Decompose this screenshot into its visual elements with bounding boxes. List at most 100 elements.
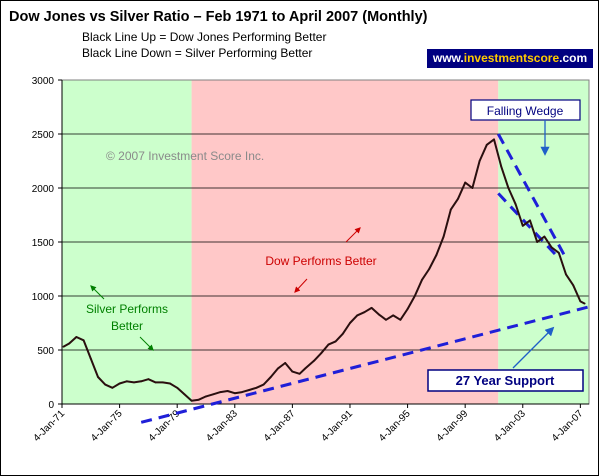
data-point — [550, 246, 553, 249]
x-tick-label: 4-Jan-75 — [89, 408, 125, 444]
data-point — [413, 295, 416, 297]
silver-arrow-up — [90, 285, 105, 300]
trend-line-0 — [140, 305, 590, 424]
data-point — [133, 381, 135, 384]
dow-arrow-up — [345, 227, 361, 243]
data-point — [363, 311, 366, 314]
data-point — [320, 352, 323, 355]
x-tick-label: 4-Jan-07 — [550, 408, 586, 444]
data-point — [241, 391, 243, 394]
data-point — [349, 322, 351, 324]
data-point — [197, 398, 200, 401]
x-tick-label: 4-Jan-03 — [492, 408, 528, 444]
trend-line-2 — [497, 192, 557, 256]
data-point — [82, 339, 85, 342]
y-tick-label: 0 — [48, 400, 54, 411]
data-point — [406, 308, 409, 310]
x-tick-label: 4-Jan-91 — [319, 408, 355, 444]
support-box — [427, 369, 584, 392]
data-point — [428, 268, 431, 270]
support-label: 27 Year Support — [456, 373, 555, 388]
data-point — [97, 376, 99, 378]
brand-url-badge[interactable]: www.investmentscore.com — [427, 49, 593, 68]
x-tick-label: 4-Jan-99 — [435, 408, 471, 444]
x-tick-label: 4-Jan-95 — [377, 408, 413, 444]
data-point — [269, 376, 272, 378]
data-point — [392, 314, 395, 317]
copyright-watermark: © 2007 Investment Score Inc. — [106, 149, 264, 163]
data-point — [377, 313, 380, 316]
data-point — [334, 340, 337, 343]
support-pointer — [512, 326, 555, 369]
data-point — [583, 302, 586, 305]
y-tick-label: 3000 — [32, 76, 55, 87]
data-point — [514, 203, 517, 206]
data-point — [255, 386, 258, 389]
data-point — [140, 380, 143, 383]
data-point — [298, 372, 301, 375]
data-point — [147, 378, 150, 381]
data-point — [507, 187, 510, 189]
chart-title: Dow Jones vs Silver Ratio – Feb 1971 to … — [9, 9, 428, 25]
data-point — [500, 165, 503, 168]
dow-zone-label: Dow Performs Better — [265, 254, 376, 268]
data-point — [457, 197, 459, 200]
data-point — [62, 345, 65, 348]
data-point — [341, 332, 344, 335]
data-point — [464, 181, 467, 184]
falling-wedge-box — [470, 99, 581, 121]
data-point — [169, 382, 171, 385]
data-point — [399, 318, 402, 321]
data-point — [313, 359, 315, 362]
data-point — [370, 306, 373, 309]
brand-prefix: www. — [432, 51, 464, 65]
data-point — [421, 278, 423, 281]
data-point — [161, 381, 164, 384]
data-point — [543, 235, 546, 238]
data-point — [557, 251, 560, 254]
data-point — [291, 370, 294, 373]
data-point — [536, 241, 539, 243]
x-tick-label: 4-Jan-83 — [204, 408, 240, 444]
data-point — [565, 273, 567, 276]
data-point — [385, 318, 387, 321]
data-point — [471, 187, 474, 189]
data-point — [579, 300, 582, 303]
data-point — [356, 314, 359, 317]
data-point — [104, 383, 107, 386]
silver-zone-label-line2: Better — [111, 319, 143, 333]
data-point — [118, 382, 121, 385]
data-point — [529, 219, 531, 222]
data-point — [183, 393, 186, 396]
data-point — [75, 336, 78, 338]
chart-subtitle-2: Black Line Down = Silver Performing Bett… — [82, 46, 313, 60]
data-point — [284, 362, 287, 364]
y-tick-label: 1000 — [32, 292, 55, 303]
trend-line-1 — [496, 133, 568, 259]
data-point — [572, 284, 575, 287]
data-point — [219, 391, 222, 394]
data-point — [442, 235, 445, 238]
falling-wedge-label: Falling Wedge — [487, 104, 564, 118]
x-tick-label: 4-Jan-71 — [31, 408, 67, 444]
data-point — [478, 160, 481, 162]
data-point — [521, 224, 524, 227]
data-point — [226, 390, 229, 392]
y-tick-label: 500 — [37, 346, 54, 357]
data-point — [493, 138, 495, 141]
silver-arrow-down — [139, 336, 154, 351]
data-point — [233, 392, 236, 395]
data-point — [248, 389, 251, 391]
brand-suffix: .com — [559, 51, 588, 65]
x-tick-label: 4-Jan-87 — [262, 408, 298, 444]
data-point — [111, 386, 114, 389]
data-point — [154, 381, 157, 384]
series-line — [62, 138, 586, 402]
data-point — [485, 143, 488, 146]
data-point — [327, 343, 330, 346]
data-point — [262, 383, 265, 386]
data-point — [435, 254, 438, 256]
data-point — [89, 357, 92, 360]
data-point — [304, 367, 307, 370]
